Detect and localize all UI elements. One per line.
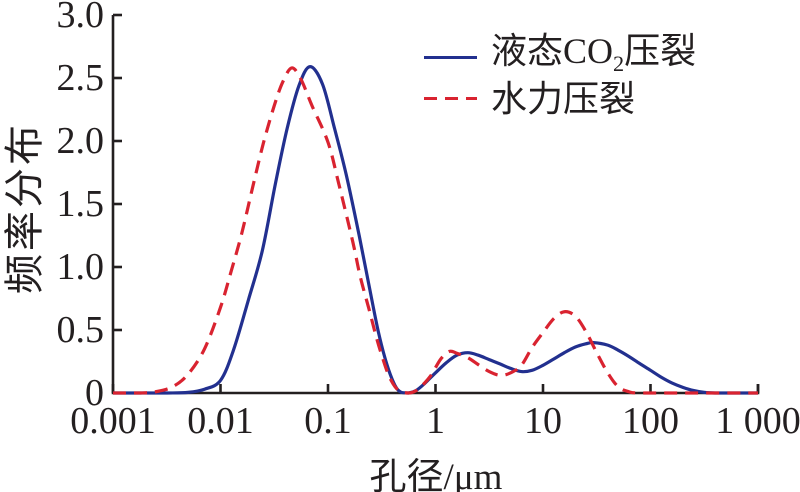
y-tick-label: 1.0 — [56, 246, 105, 288]
y-tick-label: 0 — [85, 372, 104, 414]
x-tick-label: 10 — [524, 400, 562, 442]
x-tick-label: 1 — [426, 400, 445, 442]
legend-item-liquid-co2: 液态CO2压裂 — [424, 31, 696, 78]
legend-line-solid-swatch — [424, 55, 477, 60]
legend-label-hydraulic: 水力压裂 — [491, 78, 636, 119]
x-axis-title: 孔径/μm — [369, 457, 503, 492]
y-tick-label: 0.5 — [56, 309, 105, 351]
series-line-1 — [113, 66, 758, 395]
series-line-0 — [113, 65, 758, 395]
x-tick-label: 0.1 — [304, 400, 352, 442]
legend-item-hydraulic: 水力压裂 — [424, 78, 696, 119]
x-tick-label: 0.001 — [70, 400, 156, 442]
y-tick-label: 3.0 — [56, 0, 105, 36]
x-tick-label: 0.01 — [187, 400, 254, 442]
legend: 液态CO2压裂 水力压裂 — [424, 31, 696, 119]
legend-label-liquid-co2: 液态CO2压裂 — [491, 30, 697, 77]
y-tick-label: 2.0 — [56, 120, 105, 162]
y-tick-label: 1.5 — [56, 183, 105, 225]
x-tick-label: 1 000 — [715, 400, 800, 442]
legend-line-dashed-swatch — [424, 96, 477, 101]
x-tick-label: 100 — [622, 400, 679, 442]
y-tick-label: 2.5 — [56, 57, 105, 99]
